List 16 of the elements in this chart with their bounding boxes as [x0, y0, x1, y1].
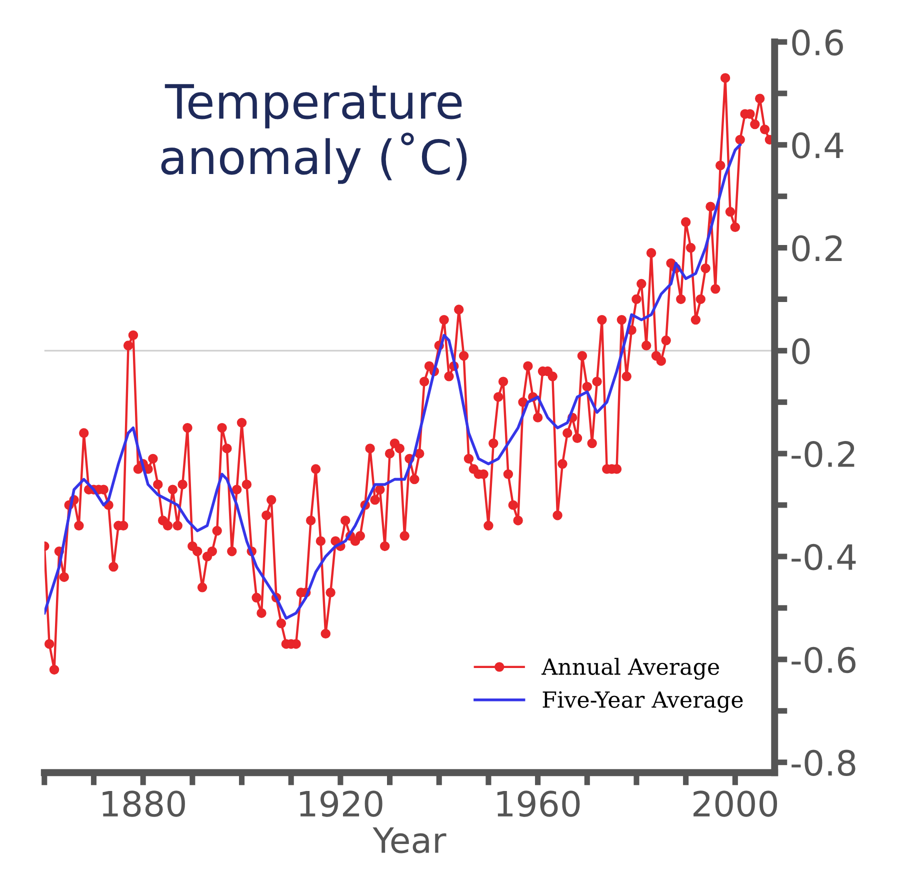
x-axis-title: Year — [372, 827, 446, 854]
x-tick-label: 1960 — [497, 790, 580, 817]
legend-label: Five-Year Average — [542, 691, 743, 713]
y-tick-label: -0.4 — [792, 544, 856, 570]
legend-label: Annual Average — [541, 658, 720, 680]
y-tick-label: 0.6 — [792, 29, 843, 56]
y-tick-label: 0 — [792, 338, 810, 364]
y-tick-label: 0.4 — [792, 132, 844, 159]
x-tick-label: 1920 — [300, 790, 382, 817]
y-tick-label: 0.2 — [792, 235, 842, 262]
y-tick-label: -0.6 — [792, 646, 856, 674]
x-tick-label: 2000 — [694, 790, 778, 817]
y-tick-label: -0.2 — [792, 441, 854, 468]
x-tick-label: 1880 — [102, 790, 185, 817]
y-tick-label: -0.8 — [792, 750, 856, 776]
text: Temperature anomaly (˚C) — [161, 84, 467, 184]
